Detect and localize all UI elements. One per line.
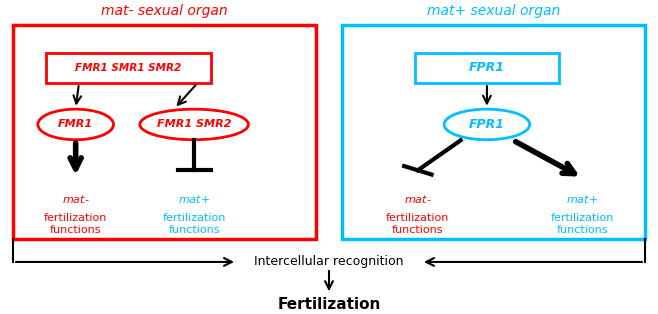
- FancyBboxPatch shape: [342, 25, 645, 239]
- Text: $mat$+: $mat$+: [178, 193, 210, 205]
- Text: $mat$+: $mat$+: [567, 193, 598, 205]
- Text: FMR1 SMR1 SMR2: FMR1 SMR1 SMR2: [75, 63, 182, 73]
- Text: fertilization
functions: fertilization functions: [44, 213, 107, 235]
- Text: Fertilization: Fertilization: [277, 297, 381, 312]
- FancyBboxPatch shape: [46, 53, 211, 83]
- Text: fertilization
functions: fertilization functions: [163, 213, 226, 235]
- Text: Intercellular recognition: Intercellular recognition: [254, 255, 404, 268]
- FancyBboxPatch shape: [415, 53, 559, 83]
- Ellipse shape: [444, 109, 530, 140]
- Ellipse shape: [139, 109, 248, 140]
- Text: mat+ sexual organ: mat+ sexual organ: [427, 3, 560, 18]
- Text: fertilization
functions: fertilization functions: [386, 213, 449, 235]
- Text: mat- sexual organ: mat- sexual organ: [101, 3, 228, 18]
- Text: FPR1: FPR1: [469, 118, 505, 131]
- FancyBboxPatch shape: [13, 25, 316, 239]
- Text: FPR1: FPR1: [469, 62, 505, 74]
- Text: $mat$-: $mat$-: [404, 193, 432, 205]
- Text: $mat$-: $mat$-: [62, 193, 89, 205]
- Text: FMR1: FMR1: [58, 119, 93, 129]
- Ellipse shape: [38, 109, 113, 140]
- Text: fertilization
functions: fertilization functions: [551, 213, 614, 235]
- Text: FMR1 SMR2: FMR1 SMR2: [157, 119, 232, 129]
